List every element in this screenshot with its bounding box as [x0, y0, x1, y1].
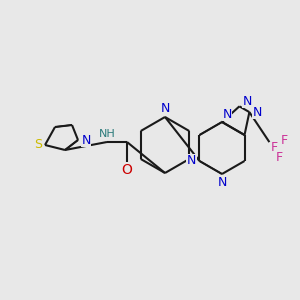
Text: N: N [217, 176, 227, 188]
Text: N: N [187, 154, 196, 167]
Text: NH: NH [99, 129, 116, 139]
Text: F: F [276, 151, 283, 164]
Text: S: S [34, 139, 42, 152]
Text: N: N [222, 107, 232, 121]
Text: N: N [243, 95, 252, 108]
Text: F: F [281, 134, 288, 147]
Text: N: N [253, 106, 262, 118]
Text: O: O [122, 163, 132, 177]
Text: N: N [160, 103, 170, 116]
Text: F: F [271, 141, 278, 154]
Text: N: N [81, 134, 91, 146]
